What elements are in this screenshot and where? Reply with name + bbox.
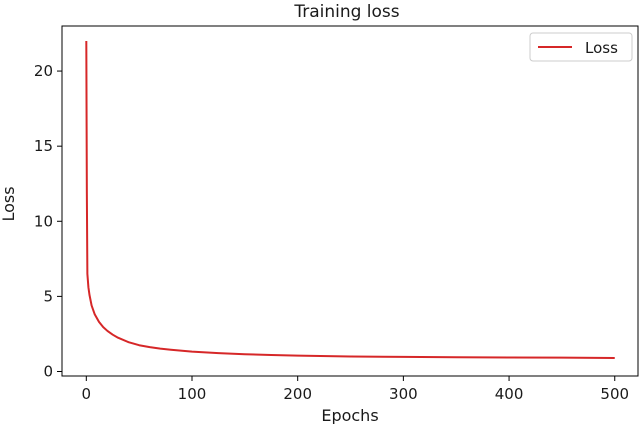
chart-title: Training loss: [293, 2, 399, 22]
series-layer: [85, 41, 615, 359]
series-line-loss: [85, 41, 615, 359]
legend-box: [529, 32, 633, 62]
y-tick-label: 10: [34, 212, 53, 230]
x-axis: 0 100 200 300 400 500: [82, 376, 629, 403]
x-tick-label: 300: [389, 385, 418, 403]
x-axis-title: Epochs: [321, 406, 378, 424]
x-tick-label: 500: [600, 385, 629, 403]
x-tick-label: 200: [283, 385, 312, 403]
y-axis-title: Loss: [0, 186, 18, 221]
plot-frame: [61, 25, 639, 377]
legend: Loss: [529, 32, 633, 62]
y-axis: 0 5 10 15 20: [34, 62, 62, 380]
x-tick-label: 400: [495, 385, 524, 403]
y-tick-label: 0: [43, 362, 53, 380]
y-tick-label: 20: [34, 62, 53, 80]
legend-label-loss: Loss: [585, 39, 618, 57]
y-tick-label: 15: [34, 137, 53, 155]
x-tick-label: 100: [178, 385, 207, 403]
y-tick-label: 5: [43, 287, 53, 305]
x-tick-label: 0: [82, 385, 92, 403]
